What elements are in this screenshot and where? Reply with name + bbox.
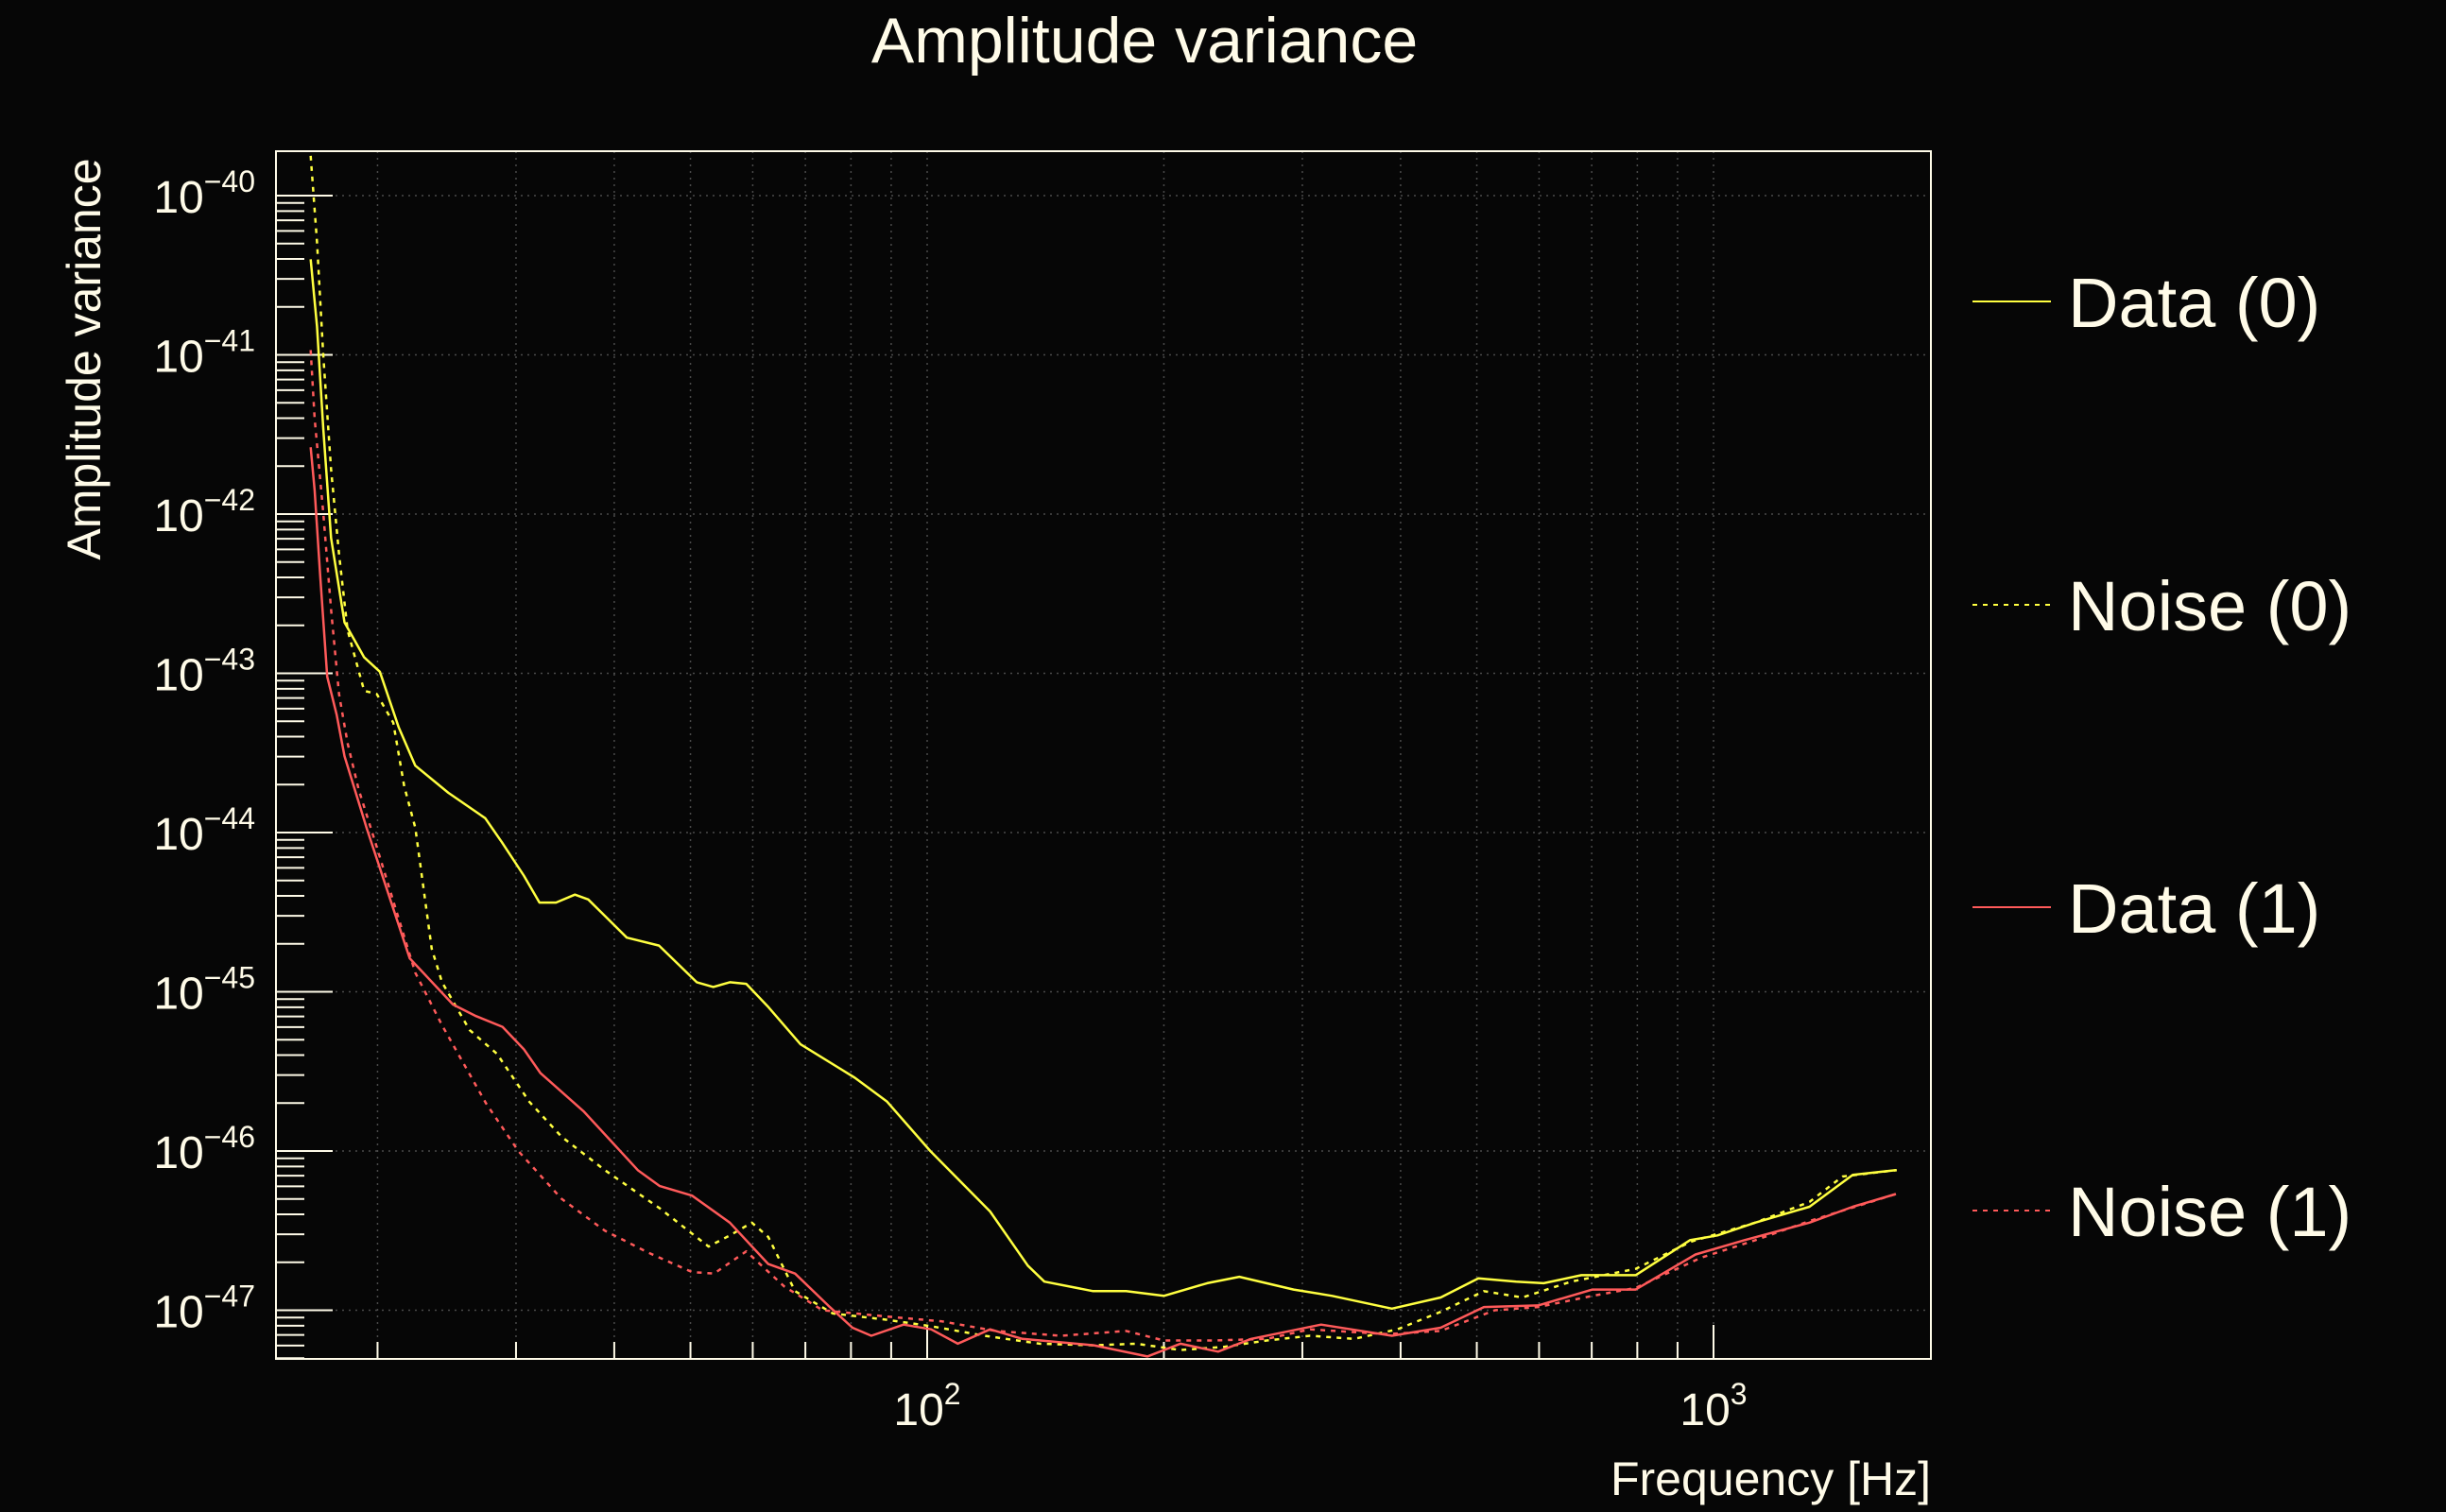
y-tick-label-exponent: −41 [204, 324, 255, 358]
y-tick-label: 10−46 [153, 1120, 255, 1178]
legend: Data (0) Noise (0) Data (1) Noise (1) [1972, 264, 2351, 1251]
series-line-data-1 [309, 447, 1897, 1358]
y-tick-label-exponent: −43 [204, 643, 255, 677]
y-tick-label-exponent: −44 [204, 801, 255, 835]
legend-entry-data-0: Data (0) [1972, 264, 2320, 342]
y-tick-label: 10−42 [153, 483, 255, 541]
y-tick-label-exponent: −47 [204, 1280, 255, 1314]
x-tick-label: 103 [1679, 1377, 1747, 1435]
y-tick-label-base: 10 [153, 970, 203, 1020]
legend-label: Noise (0) [2068, 567, 2351, 645]
tick-labels: 10−4010−4110−4210−4310−4410−4510−4610−47… [153, 164, 1747, 1435]
series-line-noise-0 [309, 155, 1898, 1351]
x-tick-label: 102 [893, 1377, 960, 1435]
x-tick-label-base: 10 [1679, 1385, 1730, 1435]
x-axis-label: Frequency [Hz] [1611, 1452, 1931, 1505]
y-tick-label-base: 10 [153, 491, 203, 541]
plot-frame [275, 150, 1932, 1360]
y-tick-label-base: 10 [153, 173, 203, 223]
y-tick-label: 10−47 [153, 1280, 255, 1338]
y-tick-label-base: 10 [153, 651, 203, 701]
y-tick-label-base: 10 [153, 333, 203, 383]
y-tick-label: 10−44 [153, 801, 255, 860]
x-tick-label-base: 10 [893, 1385, 943, 1435]
y-tick-label: 10−45 [153, 961, 255, 1020]
legend-label: Data (1) [2068, 869, 2320, 948]
y-tick-label-exponent: −46 [204, 1120, 255, 1154]
axis-ticks [276, 195, 1714, 1360]
legend-entry-data-1: Data (1) [1972, 869, 2320, 948]
x-tick-label-exponent: 2 [944, 1377, 961, 1411]
legend-label: Data (0) [2068, 264, 2320, 342]
y-tick-label-base: 10 [153, 810, 203, 860]
x-tick-label-exponent: 3 [1731, 1377, 1748, 1411]
legend-label: Noise (1) [2068, 1173, 2351, 1251]
y-tick-label-exponent: −42 [204, 483, 255, 517]
legend-entry-noise-1: Noise (1) [1972, 1173, 2351, 1251]
series-line-data-0 [309, 259, 1897, 1311]
y-tick-label: 10−41 [153, 324, 255, 383]
y-tick-label-exponent: −40 [204, 164, 255, 198]
grid [276, 151, 1931, 1359]
y-tick-label-exponent: −45 [204, 961, 255, 995]
legend-entry-noise-0: Noise (0) [1972, 567, 2351, 645]
y-tick-label-base: 10 [153, 1128, 203, 1178]
series-lines [309, 155, 1898, 1358]
y-tick-label: 10−40 [153, 164, 255, 223]
y-tick-label: 10−43 [153, 643, 255, 701]
chart-title: Amplitude variance [871, 5, 1418, 77]
y-axis-label: Amplitude variance [58, 158, 111, 559]
y-tick-label-base: 10 [153, 1288, 203, 1338]
